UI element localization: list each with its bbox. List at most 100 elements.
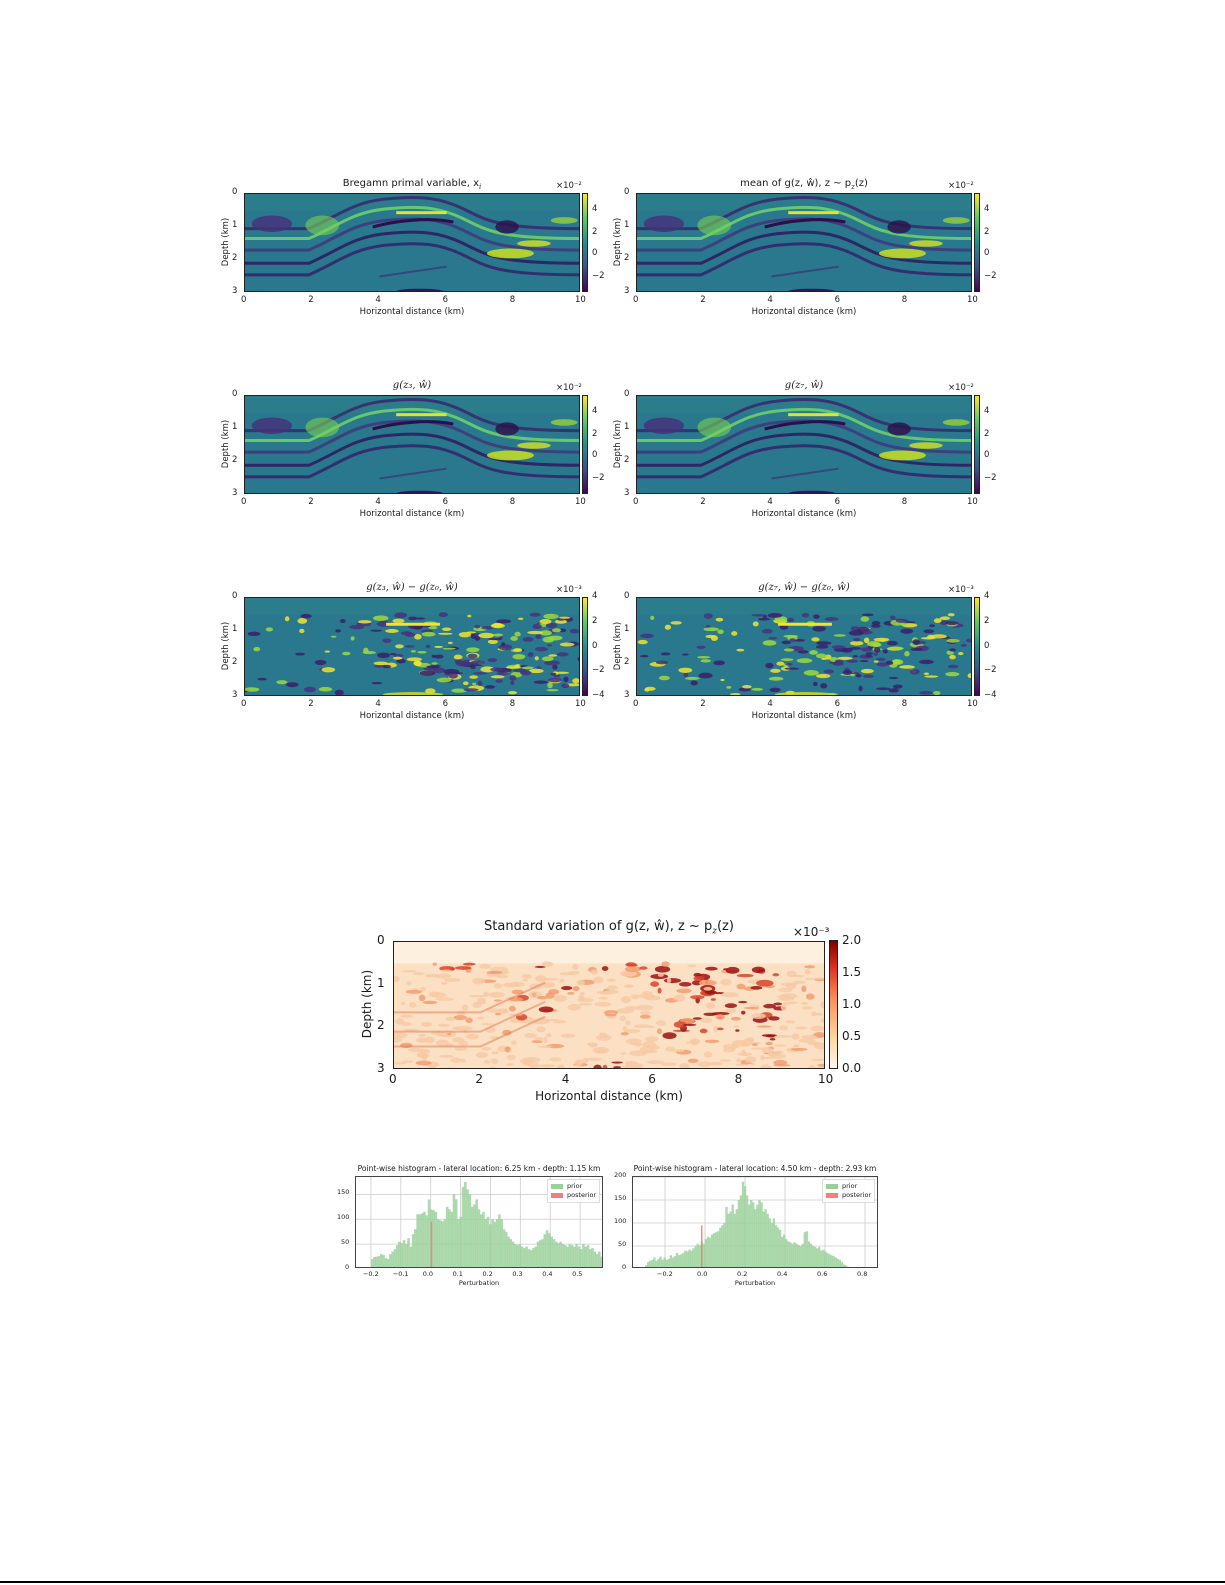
- panel-title-subscript: i: [479, 183, 482, 191]
- histogram-plot-area: [355, 1176, 603, 1268]
- colorbar-tick-label: 2.0: [842, 933, 862, 947]
- legend-swatch: [826, 1184, 838, 1189]
- histogram-plot-area: [632, 1176, 878, 1268]
- colorbar: [974, 193, 980, 292]
- x-tick-label: 0: [241, 497, 247, 507]
- colorbar-tick-label: 0: [984, 640, 990, 651]
- x-axis-label: Perturbation: [734, 1279, 776, 1287]
- x-tick-label: 0.3: [512, 1270, 523, 1278]
- x-tick-label: 0: [633, 497, 639, 507]
- legend-entry-prior: prior: [826, 1182, 871, 1191]
- y-tick-label: 50: [341, 1238, 350, 1247]
- x-tick-label: 10: [967, 497, 978, 507]
- y-tick-label: 2: [232, 455, 238, 465]
- y-tick-label: 0: [232, 389, 238, 399]
- y-tick-label: 100: [337, 1213, 350, 1222]
- x-tick-label: 4: [375, 699, 381, 709]
- std-heatmap-image: [393, 941, 825, 1069]
- panel-title-text: g(z₃, ŵ): [392, 380, 432, 391]
- y-tick-label: 0: [624, 187, 630, 197]
- x-tick-label: 0: [241, 295, 247, 305]
- colorbar-tick-label: 0.0: [842, 1061, 862, 1075]
- x-tick-label: −0.2: [362, 1270, 379, 1278]
- x-tick-label: 6: [442, 699, 449, 709]
- colorbar-scale-label: ×10⁻²: [948, 181, 974, 191]
- colorbar-tick-label: 1.0: [842, 997, 862, 1011]
- panel-title-subscript: z: [851, 183, 855, 191]
- y-axis-label: Depth (km): [360, 969, 374, 1039]
- page-bottom-rule: [0, 1581, 1225, 1583]
- std-panel-title: Standard variation of g(z, ŵ), z ~ pz(z): [393, 919, 825, 937]
- colorbar-tick-label: 1.5: [842, 965, 862, 979]
- heatmap-image: [244, 193, 580, 292]
- y-tick-label: 2: [624, 657, 630, 667]
- x-tick-label: 6: [834, 497, 841, 507]
- y-tick-label: 3: [232, 286, 238, 296]
- x-tick-label: 0.0: [697, 1270, 708, 1278]
- x-tick-label: 0.1: [452, 1270, 463, 1278]
- x-axis-label: Horizontal distance (km): [751, 509, 857, 519]
- colorbar-scale-label: ×10⁻²: [556, 181, 582, 191]
- heatmap-image: [636, 193, 972, 292]
- colorbar: [582, 597, 588, 696]
- heatmap-image: [244, 597, 580, 696]
- x-tick-label: 6: [834, 295, 841, 305]
- y-tick-label: 1: [232, 422, 238, 432]
- x-tick-label: 6: [834, 699, 841, 709]
- x-tick-label: 10: [967, 699, 978, 709]
- legend-label: posterior: [567, 1191, 597, 1199]
- x-tick-label: 8: [901, 497, 908, 507]
- x-tick-label: 4: [767, 699, 773, 709]
- x-tick-label: 4: [375, 295, 381, 305]
- colorbar: [974, 597, 980, 696]
- x-tick-label: 8: [901, 699, 908, 709]
- y-tick-label: 1: [624, 220, 630, 230]
- histogram-title: Point-wise histogram - lateral location:…: [357, 1164, 601, 1173]
- y-tick-label: 0: [377, 933, 385, 947]
- colorbar-scale-label: ×10⁻²: [948, 383, 974, 393]
- panel-title-text: g(z₇, ŵ): [784, 380, 824, 391]
- x-axis-label: Horizontal distance (km): [535, 1089, 683, 1103]
- colorbar-tick-label: −2: [984, 473, 997, 484]
- colorbar: [582, 395, 588, 494]
- histogram-legend: prior posterior: [547, 1179, 601, 1203]
- x-tick-label: 2: [308, 497, 314, 507]
- y-tick-label: 2: [624, 253, 630, 263]
- x-tick-label: 2: [308, 699, 314, 709]
- y-tick-label: 3: [232, 488, 238, 498]
- colorbar-tick-label: 0: [984, 248, 990, 259]
- colorbar-tick-label: −4: [984, 690, 997, 700]
- std-title-text: Standard variation of g(z, ŵ), z ~ p: [484, 919, 713, 934]
- y-tick-label: 1: [624, 422, 630, 432]
- colorbar-tick-label: 2: [984, 615, 990, 626]
- std-title-subscript: z: [712, 926, 717, 937]
- x-tick-label: 10: [967, 295, 978, 305]
- colorbar-tick-label: 0: [592, 640, 598, 651]
- panel-title: mean of g(z, ŵ), z ~ pz(z): [636, 178, 972, 191]
- y-tick-label: 0: [232, 591, 238, 601]
- colorbar-scale-label: ×10⁻³: [556, 585, 582, 595]
- x-tick-label: 8: [509, 699, 516, 709]
- std-title-tail: (z): [716, 919, 734, 934]
- x-axis-label: Horizontal distance (km): [359, 307, 465, 317]
- y-axis-label: Depth (km): [613, 419, 623, 468]
- x-tick-label: 10: [818, 1072, 834, 1086]
- panel-title-text: mean of g(z, ŵ), z ~ p: [740, 178, 852, 189]
- x-tick-label: 0: [389, 1072, 397, 1086]
- heatmap-image: [244, 395, 580, 494]
- colorbar-tick-label: 2: [984, 226, 990, 237]
- x-tick-label: 4: [561, 1072, 570, 1086]
- x-tick-label: −0.2: [657, 1270, 673, 1278]
- colorbar-tick-label: −2: [592, 473, 605, 484]
- colorbar-tick-label: −2: [984, 665, 997, 676]
- colorbar-tick-label: 0: [592, 248, 598, 259]
- y-axis-label: Depth (km): [613, 621, 623, 670]
- colorbar: [974, 395, 980, 494]
- x-tick-label: 2: [700, 699, 706, 709]
- heatmap-image: [636, 395, 972, 494]
- colorbar-scale-label: ×10⁻²: [556, 383, 582, 393]
- colorbar-tick-label: 4: [984, 591, 990, 601]
- y-tick-label: 150: [337, 1188, 350, 1197]
- x-tick-label: 10: [575, 699, 586, 709]
- y-tick-label: 3: [624, 286, 630, 296]
